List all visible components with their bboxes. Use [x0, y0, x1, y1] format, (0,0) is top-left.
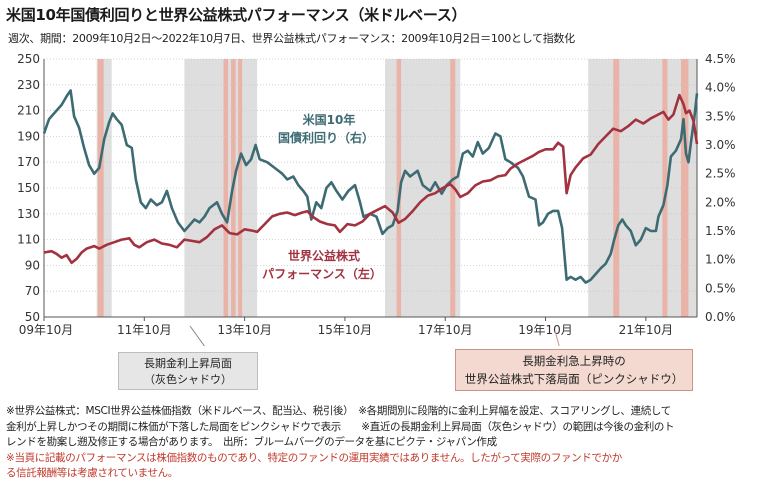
gray-callout-leader: [189, 325, 206, 346]
y-right-tick-label: 0.0%: [705, 310, 736, 324]
y-left-tick-label: 130: [17, 207, 40, 221]
y-right-tick-label: 4.0%: [705, 81, 736, 95]
pink-callout-line1: 長期金利急上昇時の: [522, 354, 626, 368]
x-tick-label: 13年10月: [217, 323, 272, 337]
y-left-tick-label: 70: [25, 284, 40, 298]
pink-shade: [662, 59, 668, 317]
x-tick-label: 21年10月: [619, 323, 674, 337]
y-right-tick-label: 2.0%: [705, 195, 736, 209]
yield-series-label: 米国10年: [303, 112, 356, 127]
warning-line: る信託報酬等は考慮されていません。: [6, 467, 178, 479]
y-left-tick-label: 50: [25, 310, 40, 324]
y-left-tick-label: 210: [17, 104, 40, 118]
y-right-tick-label: 1.0%: [705, 253, 736, 267]
y-left-tick-label: 190: [17, 129, 40, 143]
x-tick-label: 17年10月: [418, 323, 473, 337]
footnotes: ※世界公益株式：MSCI世界公益株価指数（米ドルベース、配当込、税引後） ※各期…: [6, 404, 764, 481]
footnote-line: 金利が上昇しかつその期間に株価が下落した局面をピンクシャドウで表示 ※直近の長期…: [6, 420, 675, 433]
gray-callout-line2: （灰色シャドウ）: [144, 373, 232, 386]
equity-series-label: 世界公益株式: [288, 248, 360, 263]
pink-shade: [613, 59, 620, 317]
y-right-tick-label: 1.5%: [705, 224, 736, 238]
chart-title: 米国10年国債利回りと世界公益株式パフォーマンス（米ドルベース）: [6, 6, 467, 24]
y-left-tick-label: 110: [17, 233, 40, 247]
chart-subtitle: 週次、期間：2009年10月2日～2022年10月7日、世界公益株式パフォーマン…: [8, 32, 575, 45]
yield-line: [42, 89, 699, 284]
pink-shade: [238, 59, 243, 317]
yield-series-label: 国債利回り（右）: [278, 130, 374, 145]
y-left-tick-label: 250: [17, 52, 40, 66]
pink-callout-leader: [554, 330, 560, 346]
footnote-line: ※世界公益株式：MSCI世界公益株価指数（米ドルベース、配当込、税引後） ※各期…: [6, 405, 671, 417]
gray-shade: [588, 59, 697, 317]
gray-shade: [184, 59, 258, 317]
y-right-tick-label: 2.5%: [705, 167, 736, 181]
pink-shade-callout: 長期金利急上昇時の 世界公益株式下落局面（ピンクシャドウ）: [455, 349, 693, 391]
y-right-tick-label: 3.5%: [705, 109, 736, 123]
gray-callout-line1: 長期金利上昇局面: [144, 357, 232, 370]
y-right-tick-label: 3.0%: [705, 138, 736, 152]
y-left-tick-label: 150: [17, 181, 40, 195]
equity-series-label: パフォーマンス（左）: [262, 266, 382, 281]
y-right-tick-label: 0.5%: [705, 281, 736, 295]
pink-shade: [680, 59, 689, 317]
pink-shade: [223, 59, 229, 317]
footnote-line: レンドを勘案し遡及修正する場合があります。 出所：ブルームバーグのデータを基にピ…: [6, 436, 497, 448]
y-left-tick-label: 170: [17, 155, 40, 169]
y-left-tick-label: 90: [25, 258, 40, 272]
pink-callout-line2: 世界公益株式下落局面（ピンクシャドウ）: [464, 372, 684, 386]
gray-shade-callout: 長期金利上昇局面 （灰色シャドウ）: [118, 352, 258, 390]
x-tick-label: 09年10月: [19, 323, 74, 337]
x-tick-label: 15年10月: [318, 323, 373, 337]
line-chart: 50 70 90 110 130 150 170 190 210 230 250 0.0% 0.5% 1.…: [17, 52, 736, 346]
x-tick-label: 11年10月: [117, 323, 172, 337]
y-left-tick-label: 230: [17, 78, 40, 92]
x-tick-label: 19年10月: [518, 323, 573, 337]
equity-line: [43, 93, 699, 265]
warning-line: ※当頁に記載のパフォーマンスは株価指数のものであり、特定のファンドの運用実績では…: [6, 451, 622, 464]
y-right-tick-label: 4.5%: [705, 52, 736, 66]
pink-shade: [97, 59, 104, 317]
